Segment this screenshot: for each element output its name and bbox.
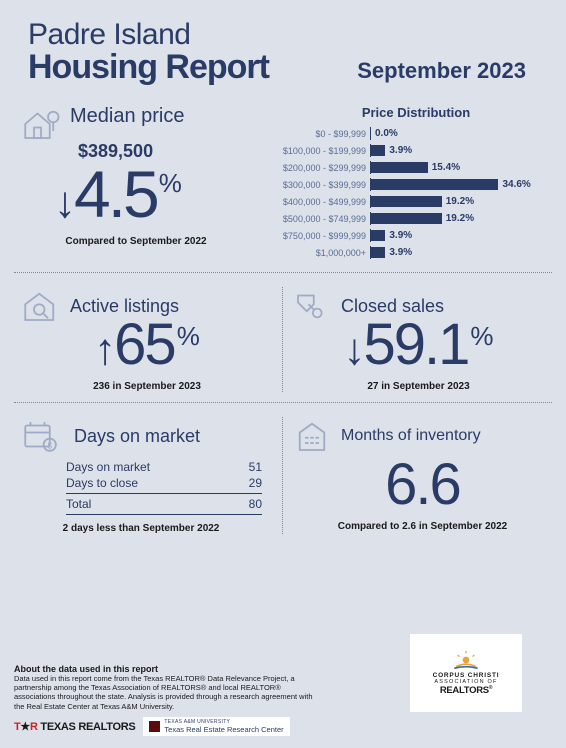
days-title: Days on market [74,426,200,447]
house-icon [20,105,62,143]
closed-sales-block: Closed sales ↓ 59.1 % 27 in September 20… [283,287,554,392]
distribution-label: $0 - $99,999 [278,129,370,139]
title-line-1: Padre Island [28,18,566,52]
distribution-label: $200,000 - $299,999 [278,163,370,173]
distribution-rows: $0 - $99,9990.0%$100,000 - $199,9993.9%$… [278,126,554,260]
distribution-label: $1,000,000+ [278,248,370,258]
days-table: Days on market 51 Days to close 29 Total 80 [66,459,262,515]
up-arrow-icon: ↑ [94,332,116,367]
median-price-block: Median price $389,500 ↓ 4.5 % Compared t… [12,105,272,262]
days-market-value: 51 [249,460,262,474]
research-center-logo: TEXAS A&M UNIVERSITY Texas Real Estate R… [143,717,289,736]
footer-text: Data used in this report come from the T… [14,674,314,712]
distribution-bar [371,196,442,207]
active-change-value: 65 [114,319,175,371]
distribution-value: 34.6% [502,179,530,190]
distribution-row: $400,000 - $499,999 19.2% [278,194,554,209]
distribution-bar [371,213,442,224]
percent-symbol: % [470,321,493,352]
active-listings-block: Active listings ↑ 65 % 236 in September … [12,287,283,392]
distribution-value: 19.2% [446,196,474,207]
distribution-row: $500,000 - $749,999 19.2% [278,211,554,226]
distribution-value: 0.0% [375,128,398,139]
median-title: Median price [70,105,185,128]
distribution-value: 19.2% [446,213,474,224]
distribution-label: $500,000 - $749,999 [278,214,370,224]
closed-change-value: 59.1 [363,319,468,371]
distribution-value: 3.9% [389,230,412,241]
price-distribution-block: Price Distribution $0 - $99,999 0.0% $100,… [272,105,554,262]
days-sub-text: 2 days less than September 2022 [20,523,282,534]
distribution-row: $300,000 - $399,999 34.6% [278,177,554,192]
distribution-row: $200,000 - $299,999 15.4% [278,160,554,175]
distribution-bar [371,162,428,173]
median-compare-text: Compared to September 2022 [0,236,272,247]
percent-symbol: % [177,321,200,352]
inventory-value: 6.6 [291,459,554,511]
days-on-market-block: $ Days on market Days on market 51 Days t… [12,417,283,534]
logo-row: T★R TEXAS REALTORS TEXAS A&M UNIVERSITY … [14,717,552,736]
distribution-value: 3.9% [389,247,412,258]
research-name: Texas Real Estate Research Center [164,725,283,734]
mid-row: Active listings ↑ 65 % 236 in September … [0,273,566,392]
distribution-row: $1,000,000+ 3.9% [278,245,554,260]
distribution-bar [371,145,385,156]
footer: About the data used in this report Data … [14,664,552,737]
inventory-title: Months of inventory [341,427,481,445]
distribution-bar [371,247,385,258]
distribution-row: $750,000 - $999,999 3.9% [278,228,554,243]
days-total-label: Total [66,497,91,511]
median-change: ↓ 4.5 % [54,166,272,222]
distribution-label: $100,000 - $199,999 [278,146,370,156]
distribution-row: $0 - $99,999 0.0% [278,126,554,141]
report-date: September 2023 [357,58,526,84]
inventory-block: Months of inventory 6.6 Compared to 2.6 … [283,417,554,534]
down-arrow-icon: ↓ [343,332,365,367]
svg-text:$: $ [48,441,53,450]
distribution-label: $750,000 - $999,999 [278,231,370,241]
search-house-icon [20,287,62,325]
texas-realtors-logo: T★R TEXAS REALTORS [14,720,135,733]
calendar-icon: $ [20,417,62,455]
distribution-value: 3.9% [389,145,412,156]
building-icon [291,417,333,455]
distribution-value: 15.4% [432,162,460,173]
bottom-row: $ Days on market Days on market 51 Days t… [0,403,566,534]
inventory-sub-text: Compared to 2.6 in September 2022 [291,521,554,532]
distribution-row: $100,000 - $199,999 3.9% [278,143,554,158]
closed-sub-text: 27 in September 2023 [283,381,554,392]
distribution-label: $300,000 - $399,999 [278,180,370,190]
footer-title: About the data used in this report [14,664,552,674]
active-sub-text: 236 in September 2023 [12,381,282,392]
distribution-bar [371,230,385,241]
top-row: Median price $389,500 ↓ 4.5 % Compared t… [0,105,566,262]
days-close-label: Days to close [66,476,138,490]
days-market-label: Days on market [66,460,150,474]
distribution-bar [371,179,498,190]
am-badge-icon [149,721,160,732]
days-total-value: 80 [249,497,262,511]
days-close-value: 29 [249,476,262,490]
distribution-title: Price Distribution [278,105,554,120]
keys-icon [291,287,333,325]
percent-symbol: % [159,168,182,199]
distribution-label: $400,000 - $499,999 [278,197,370,207]
down-arrow-icon: ↓ [54,185,76,220]
median-change-value: 4.5 [74,166,157,222]
